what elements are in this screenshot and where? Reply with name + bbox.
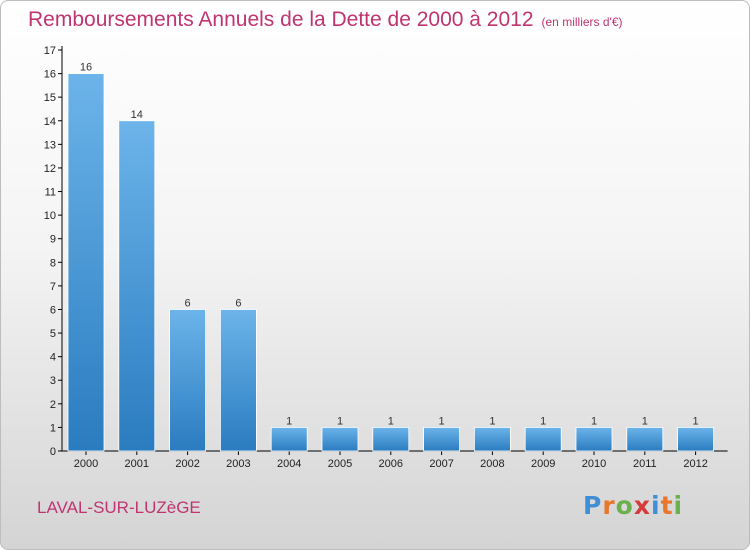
y-tick-label: 12 [44, 163, 56, 175]
bar-2008 [473, 427, 511, 452]
bar-2011 [626, 427, 664, 452]
y-tick-label: 16 [44, 69, 56, 81]
y-tick-label: 10 [44, 210, 56, 222]
x-axis: 2000 2001 2002 2003 2004 2005 2006 2007 2008 2009… [62, 450, 728, 470]
bar-value-label: 1 [591, 415, 597, 427]
bar-2005 [321, 427, 359, 452]
x-tick-label: 2004 [277, 458, 301, 470]
bar-value-label: 1 [439, 415, 445, 427]
y-tick-label: 5 [50, 328, 56, 340]
y-tick-label: 1 [50, 422, 56, 434]
y-tick-label: 2 [50, 399, 56, 411]
logo-letter: x [633, 491, 651, 520]
chart-title-text: Remboursements Annuels de la Dette de 20… [28, 8, 534, 31]
y-tick-label: 0 [50, 446, 56, 458]
bar-2010 [575, 427, 613, 452]
x-tick-label: 2010 [582, 458, 606, 470]
bar-2009 [524, 427, 562, 452]
y-tick-label: 7 [50, 281, 56, 293]
y-tick-label: 17 [44, 45, 56, 57]
y-tick-label: 13 [44, 139, 56, 151]
y-tick-label: 4 [50, 352, 56, 364]
bar-2007 [423, 427, 461, 452]
x-tick-label: 2007 [429, 458, 453, 470]
bar-value-label: 1 [388, 415, 394, 427]
bar-2006 [372, 427, 410, 452]
logo-letter: i [673, 491, 684, 520]
bar-value-label: 1 [693, 415, 699, 427]
x-tick-label: 2005 [328, 458, 352, 470]
proxiti-logo[interactable]: Proxiti [583, 491, 683, 520]
x-tick-label: 2001 [125, 458, 149, 470]
x-tick-label: 2002 [175, 458, 199, 470]
x-tick-label: 2008 [480, 458, 504, 470]
y-tick-label: 15 [44, 92, 56, 104]
y-tick-label: 9 [50, 234, 56, 246]
bar-value-label: 6 [185, 297, 191, 309]
logo-letter: P [583, 491, 603, 520]
x-tick-label: 2012 [683, 458, 707, 470]
y-tick-label: 11 [45, 187, 56, 199]
logo-letter: r [602, 491, 616, 520]
y-tick-label: 3 [50, 375, 56, 387]
y-tick-label: 8 [50, 257, 56, 269]
bar-2000 [67, 73, 105, 452]
bar-value-label: 1 [642, 415, 648, 427]
bar-value-label: 14 [131, 109, 143, 121]
bar-value-label: 1 [337, 415, 343, 427]
town-name: LAVAL-SUR-LUZèGE [37, 498, 201, 517]
bar-2003 [219, 309, 257, 452]
x-tick-label: 2003 [226, 458, 250, 470]
x-tick-label: 2011 [633, 458, 657, 470]
y-tick-label: 14 [44, 116, 56, 128]
logo-letter: t [660, 491, 674, 520]
bar-value-label: 1 [286, 415, 292, 427]
bar-2012 [677, 427, 714, 452]
bar-value-label: 6 [235, 297, 241, 309]
bar-2002 [169, 309, 207, 452]
bar-value-label: 16 [80, 62, 92, 74]
bar-value-label: 1 [489, 415, 495, 427]
x-tick-label: 2000 [74, 458, 98, 470]
bar-value-label: 1 [540, 415, 546, 427]
y-tick-label: 6 [50, 304, 56, 316]
bar-2004 [270, 427, 308, 452]
bar-2001 [118, 120, 156, 452]
logo-letter: o [615, 491, 634, 520]
x-tick-label: 2009 [531, 458, 555, 470]
bar-labels: 16 14 6 6 1 1 1 1 1 1 1 1 1 [80, 62, 699, 428]
logo-letter: i [651, 491, 661, 520]
bars [67, 73, 714, 452]
x-tick-label: 2006 [379, 458, 403, 470]
chart-title: Remboursements Annuels de la Dette de 20… [28, 8, 623, 32]
unit-label: (en milliers d'€) [541, 15, 623, 29]
